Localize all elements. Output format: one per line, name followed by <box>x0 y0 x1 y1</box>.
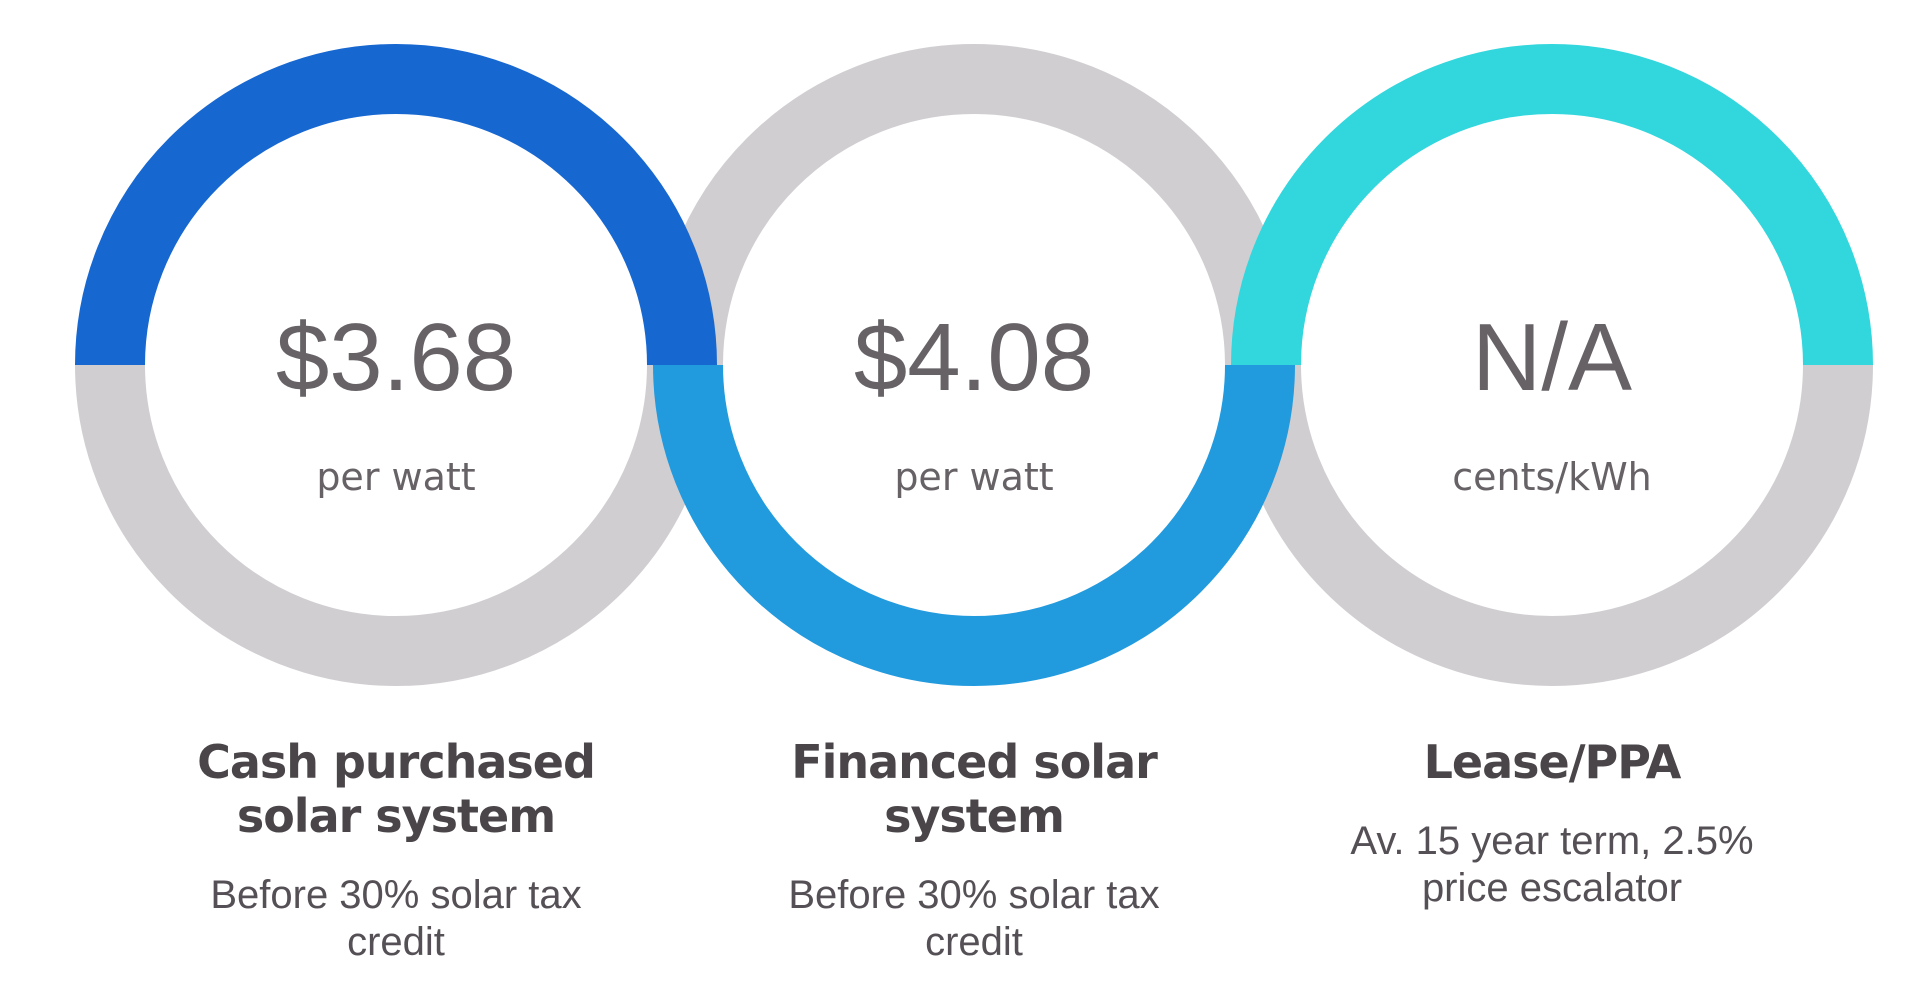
card-title: Lease/PPA <box>1423 735 1682 789</box>
card-subtitle: Av. 15 year term, 2.5% price escalator <box>1350 819 1754 910</box>
price-value: $3.68 <box>275 304 517 411</box>
card-title: Financed solar system <box>791 735 1158 843</box>
ring-arc <box>1231 44 1873 366</box>
price-unit: per watt <box>316 455 476 499</box>
ring-gray <box>75 364 717 686</box>
price-unit: per watt <box>894 455 1054 499</box>
ring-gray <box>653 44 1295 366</box>
ring-arc <box>653 364 1295 686</box>
card-title: Cash purchased solar system <box>197 735 596 843</box>
price-value: N/A <box>1471 304 1633 411</box>
price-value: $4.08 <box>853 304 1095 411</box>
ring-arc <box>75 44 717 366</box>
card-subtitle: Before 30% solar tax credit <box>210 873 582 964</box>
price-unit: cents/kWh <box>1452 455 1652 499</box>
ring-gray <box>1231 364 1873 686</box>
card-subtitle: Before 30% solar tax credit <box>788 873 1160 964</box>
